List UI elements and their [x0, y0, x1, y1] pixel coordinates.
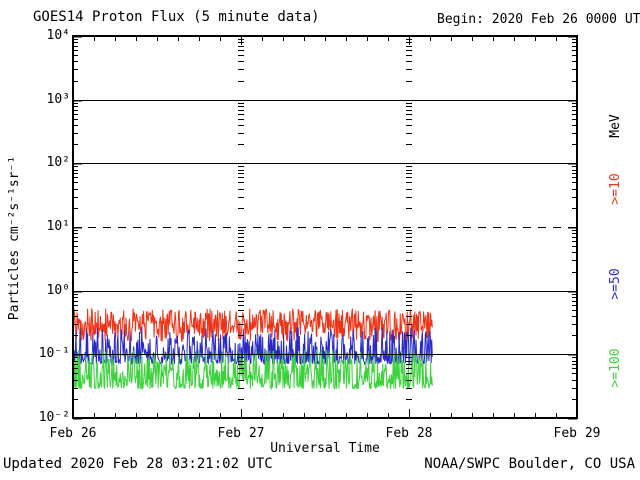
y-axis-tick-1e0: 10⁰: [46, 283, 70, 298]
x-axis-tick-feb28: Feb 28: [385, 426, 433, 441]
y-axis-tick-1e1: 10¹: [46, 219, 70, 234]
y-axis-label: Particles cm⁻²s⁻¹sr⁻¹: [7, 155, 22, 321]
y-axis-tick-1e2: 10²: [46, 155, 70, 170]
legend-item-ge100: >=100: [608, 348, 623, 388]
updated-timestamp: Updated 2020 Feb 28 03:21:02 UTC: [3, 456, 273, 472]
x-axis-label: Universal Time: [270, 441, 380, 456]
y-axis-tick-1e-1: 10⁻¹: [38, 346, 70, 361]
x-axis-tick-feb26: Feb 26: [49, 426, 97, 441]
x-axis-tick-feb29: Feb 29: [553, 426, 601, 441]
data-source: NOAA/SWPC Boulder, CO USA: [424, 456, 635, 472]
begin-timestamp: Begin: 2020 Feb 26 0000 UTC: [437, 12, 640, 27]
chart-title: GOES14 Proton Flux (5 minute data): [33, 9, 320, 25]
y-axis-tick-1e4: 10⁴: [46, 28, 70, 43]
y-axis-tick-1e3: 10³: [46, 92, 70, 107]
y-axis-tick-1e-2: 10⁻²: [38, 410, 70, 425]
x-axis-tick-feb27: Feb 27: [217, 426, 265, 441]
